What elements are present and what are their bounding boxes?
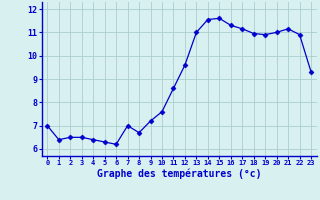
- X-axis label: Graphe des températures (°c): Graphe des températures (°c): [97, 169, 261, 179]
